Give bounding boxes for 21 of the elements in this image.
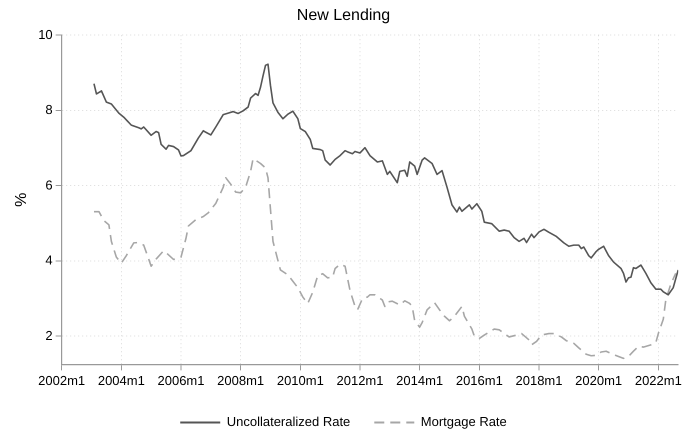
x-tick-label: 2022m1 (634, 372, 682, 388)
x-tick-label: 2002m1 (38, 372, 86, 388)
x-tick-label: 2016m1 (456, 372, 503, 388)
y-tick-label: 4 (45, 252, 53, 268)
line-series (93, 158, 677, 360)
y-tick-label: 6 (45, 177, 53, 192)
y-axis-title: % (13, 192, 30, 207)
x-tick-label: 2004m1 (98, 372, 145, 388)
x-tick-label: 2012m1 (336, 372, 384, 388)
legend-label: Uncollateralized Rate (226, 414, 350, 430)
x-tick-label: 2014m1 (396, 372, 444, 388)
y-tick-label: 2 (45, 328, 53, 343)
legend-label: Mortgage Rate (420, 414, 507, 430)
x-tick-label: 2008m1 (217, 372, 264, 388)
x-tick-label: 2018m1 (515, 372, 562, 388)
x-tick-label: 2020m1 (575, 372, 622, 388)
x-tick-label: 2006m1 (158, 372, 204, 388)
y-tick-label: 8 (45, 102, 53, 118)
y-tick-label: 10 (38, 26, 53, 42)
x-tick-label: 2010m1 (276, 372, 324, 388)
chart-title: New Lending (296, 7, 390, 24)
